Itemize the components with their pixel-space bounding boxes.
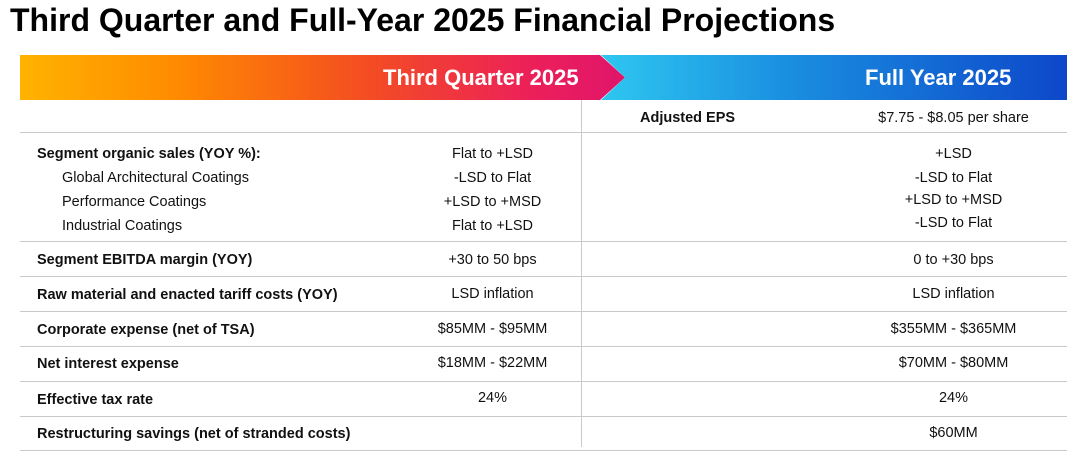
sub-label-architectural: Global Architectural Coatings: [62, 170, 249, 186]
sub-q3-performance: +LSD to +MSD: [443, 194, 542, 210]
column-divider: [581, 100, 582, 447]
table-row: Corporate expense (net of TSA) $85MM - $…: [20, 312, 1067, 347]
eps-label: Adjusted EPS: [640, 110, 736, 126]
row-fy-tax: 24%: [938, 390, 969, 406]
q3-header-arrow: [20, 55, 625, 100]
fy-header-band: [601, 55, 1067, 100]
sub-label-industrial: Industrial Coatings: [62, 218, 183, 234]
fy-header-label: Full Year 2025: [865, 65, 1012, 90]
sub-fy-performance: +LSD to +MSD: [904, 192, 1003, 208]
q3-header-label: Third Quarter 2025: [383, 65, 579, 90]
table-row: Segment EBITDA margin (YOY) +30 to 50 bp…: [20, 242, 1067, 277]
row-label-ebitda: Segment EBITDA margin (YOY): [37, 252, 253, 268]
table-row: Net interest expense $18MM - $22MM $70MM…: [20, 347, 1067, 382]
row-q3-interest: $18MM - $22MM: [437, 355, 548, 371]
row-q3-tax: 24%: [477, 390, 508, 406]
row-fy-raw-material: LSD inflation: [912, 286, 995, 302]
row-q3-raw-material: LSD inflation: [451, 286, 534, 302]
row-label-tax: Effective tax rate: [37, 392, 154, 408]
row-fy-restructuring: $60MM: [929, 425, 978, 441]
row-q3-ebitda: +30 to 50 bps: [448, 252, 537, 268]
row-label-raw-material: Raw material and enacted tariff costs (Y…: [37, 287, 338, 303]
row-label-interest: Net interest expense: [37, 356, 179, 372]
row-label-restructuring: Restructuring savings (net of stranded c…: [37, 426, 351, 442]
sub-label-performance: Performance Coatings: [62, 194, 207, 210]
row-q3-corporate: $85MM - $95MM: [437, 321, 548, 337]
sub-fy-industrial: -LSD to Flat: [914, 215, 993, 231]
eps-fy-value: $7.75 - $8.05 per share: [878, 110, 1029, 126]
sub-q3-architectural: -LSD to Flat: [453, 170, 532, 186]
row-label-corporate: Corporate expense (net of TSA): [37, 322, 255, 338]
table-row-eps: Adjusted EPS $7.75 - $8.05 per share: [20, 100, 1067, 133]
segment-sales-q3: Flat to +LSD: [452, 146, 533, 162]
table-row: Raw material and enacted tariff costs (Y…: [20, 277, 1067, 312]
sub-q3-industrial: Flat to +LSD: [452, 218, 533, 234]
row-fy-corporate: $355MM - $365MM: [890, 321, 1017, 337]
table-row-segment-sales: Segment organic sales (YOY %): Flat to +…: [20, 133, 1067, 242]
projections-table: Adjusted EPS $7.75 - $8.05 per share Seg…: [20, 100, 1067, 451]
table-row: Restructuring savings (net of stranded c…: [20, 417, 1067, 451]
table-row: Effective tax rate 24% 24%: [20, 382, 1067, 417]
header-banner: Third Quarter 2025 Full Year 2025: [20, 55, 1067, 100]
segment-sales-fy: +LSD: [935, 146, 972, 162]
row-fy-interest: $70MM - $80MM: [898, 355, 1009, 371]
page-title: Third Quarter and Full-Year 2025 Financi…: [10, 2, 836, 38]
sub-fy-architectural: -LSD to Flat: [914, 170, 993, 186]
segment-sales-label: Segment organic sales (YOY %):: [37, 146, 261, 162]
row-fy-ebitda: 0 to +30 bps: [913, 252, 994, 268]
